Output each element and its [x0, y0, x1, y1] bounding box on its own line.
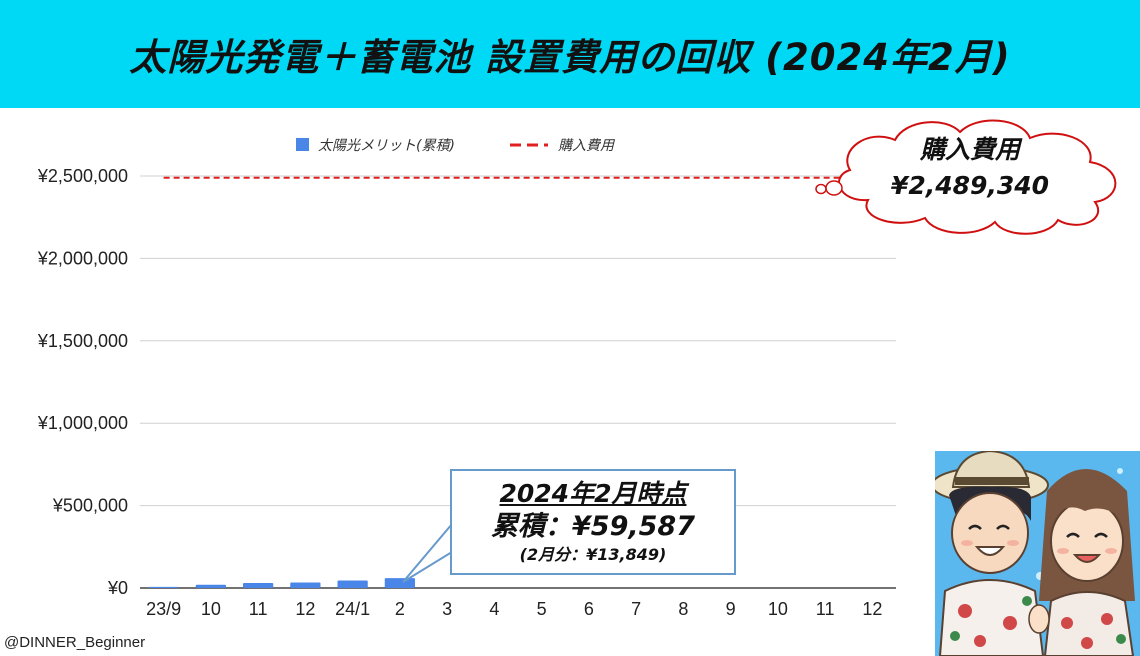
author-credit: @DINNER_Beginner — [4, 634, 146, 651]
cost-cloud: 購入費用 ¥2,489,340 — [815, 119, 1117, 235]
x-tick-labels: 23/9 10 11 12 24/1 2 3 4 5 6 7 8 9 10 11 12 — [146, 599, 882, 619]
x-tick-label: 10 — [768, 599, 788, 619]
current-status-callout: 2024年2月時点 累積：¥59,587 (2月分：¥13,849) — [450, 469, 736, 575]
legend-label-bar: 太陽光メリット(累積) — [318, 138, 455, 154]
y-tick-label: ¥1,000,000 — [37, 413, 128, 433]
bar — [243, 583, 274, 588]
callout-pointer — [402, 521, 453, 583]
bar-series — [148, 578, 415, 588]
x-tick-label: 12 — [295, 599, 315, 619]
page-title: 太陽光発電＋蓄電池 設置費用の回収 (2024年2月) — [129, 36, 1011, 79]
x-tick-label: 9 — [726, 599, 736, 619]
x-tick-label: 23/9 — [146, 599, 181, 619]
grid-lines — [140, 175, 896, 589]
y-tick-label: ¥2,000,000 — [37, 248, 128, 268]
title-bar: 太陽光発電＋蓄電池 設置費用の回収 (2024年2月) — [0, 0, 1140, 108]
couple-avatar-icon — [935, 451, 1140, 656]
x-tick-label: 7 — [631, 599, 641, 619]
x-tick-label: 2 — [395, 599, 405, 619]
x-tick-label: 4 — [489, 599, 499, 619]
cloud-shape — [838, 119, 1117, 235]
bar — [195, 584, 226, 588]
y-tick-label: ¥500,000 — [52, 496, 128, 516]
y-tick-label: ¥0 — [107, 578, 128, 598]
cloud-bubble-large — [825, 180, 843, 196]
x-tick-label: 3 — [442, 599, 452, 619]
cloud-label: 購入費用 — [919, 135, 1023, 164]
y-tick-labels: ¥0 ¥500,000 ¥1,000,000 ¥1,500,000 ¥2,000,000… — [37, 166, 128, 598]
bar — [290, 582, 321, 588]
bar — [384, 578, 415, 588]
bar — [148, 586, 179, 588]
x-tick-label: 6 — [584, 599, 594, 619]
y-tick-label: ¥1,500,000 — [37, 331, 128, 351]
cost-recovery-chart: ¥0 ¥500,000 ¥1,000,000 ¥1,500,000 ¥2,000,000… — [37, 119, 1117, 619]
legend: 太陽光メリット(累積) 購入費用 — [296, 138, 616, 154]
x-tick-label: 10 — [201, 599, 221, 619]
legend-label-line: 購入費用 — [558, 138, 616, 154]
x-tick-label: 5 — [537, 599, 547, 619]
callout-monthly: (2月分：¥13,849) — [519, 545, 667, 564]
legend-swatch-bar — [296, 138, 309, 151]
callout-date: 2024年2月時点 — [499, 479, 687, 508]
x-tick-label: 11 — [249, 599, 268, 619]
cloud-bubble-small — [815, 183, 827, 195]
x-tick-label: 12 — [862, 599, 882, 619]
bar — [337, 580, 368, 588]
x-tick-label: 11 — [816, 599, 835, 619]
x-tick-label: 8 — [678, 599, 688, 619]
cloud-value: ¥2,489,340 — [891, 171, 1049, 200]
x-tick-label: 24/1 — [335, 599, 370, 619]
y-tick-label: ¥2,500,000 — [37, 166, 128, 186]
callout-cumulative: 累積：¥59,587 — [491, 511, 695, 542]
